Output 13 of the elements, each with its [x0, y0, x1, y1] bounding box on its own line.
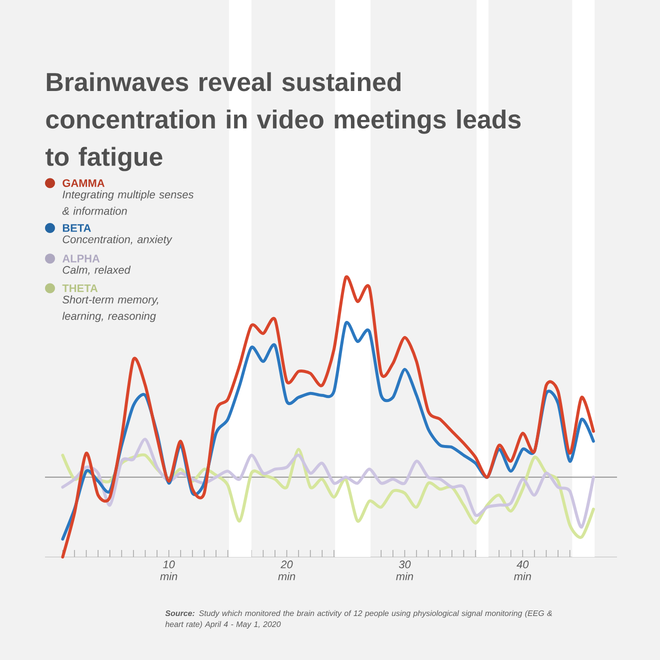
text: Integrating multiple senses & information — [62, 190, 194, 215]
text: GAMMA — [62, 179, 105, 187]
x-tick-label: 10 min — [160, 560, 178, 580]
text: BETA — [62, 224, 91, 232]
text: Calm, relaxed — [62, 266, 131, 276]
x-tick-label: 40 min — [514, 560, 531, 580]
chart-title: Brainwaves reveal sustained concentration in video meetings leads to fatigue — [46, 72, 521, 172]
text: Concentration, anxiety — [62, 235, 172, 246]
x-tick-label: 30 min — [396, 560, 414, 580]
text: THETA — [62, 284, 98, 292]
text: ALPHA — [62, 254, 100, 262]
annotation: Short-term memory, learning, reasoning — [62, 295, 158, 322]
x-tick-label: 20 min — [278, 560, 296, 580]
